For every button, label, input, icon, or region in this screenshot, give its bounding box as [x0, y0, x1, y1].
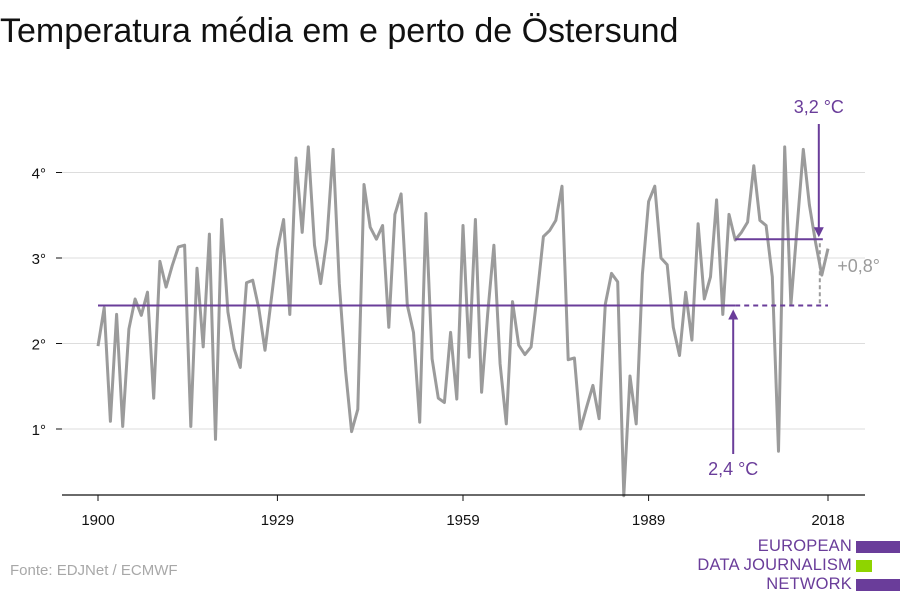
x-tick-label: 2018: [811, 512, 844, 529]
logo-line-1: EUROPEAN: [757, 537, 852, 555]
edjnet-logo: EUROPEAN DATA JOURNALISM NETWORK: [660, 537, 900, 597]
logo-bar-bottom: [856, 579, 900, 591]
temperature-series: [96, 145, 830, 498]
logo-bar-middle: [856, 560, 872, 572]
baseline-average-label: 2,4 °C: [708, 459, 758, 479]
logo-line-2: DATA JOURNALISM: [697, 556, 852, 574]
x-tick-label: 1929: [261, 512, 294, 529]
logo-text: EUROPEAN DATA JOURNALISM NETWORK: [697, 537, 852, 594]
x-tick-label: 1959: [446, 512, 479, 529]
average-lines: [98, 238, 828, 307]
source-note: Fonte: EDJNet / ECMWF: [10, 562, 178, 579]
x-tick-label: 1989: [632, 512, 665, 529]
series-line: [96, 145, 830, 498]
logo-bar-top: [856, 541, 900, 553]
logo-line-3: NETWORK: [766, 575, 852, 593]
difference-label: +0,8°: [837, 256, 880, 276]
y-tick-label: 4°: [32, 166, 46, 183]
chart-title: Temperatura média em e perto de Östersun…: [0, 12, 679, 50]
y-tick-label: 1°: [32, 422, 46, 439]
grid-lines: [62, 172, 865, 430]
y-tick-label: 3°: [32, 251, 46, 268]
recent-arrow-head: [813, 227, 824, 238]
recent-average-label: 3,2 °C: [794, 97, 844, 117]
y-tick-label: 2°: [32, 337, 46, 354]
baseline-arrow-head: [728, 309, 739, 320]
axes: 1° 2° 3° 4° 1900 1929 1959 1989 2018: [32, 166, 865, 529]
annotations: 3,2 °C 2,4 °C +0,8°: [708, 97, 880, 479]
x-tick-label: 1900: [81, 512, 114, 529]
